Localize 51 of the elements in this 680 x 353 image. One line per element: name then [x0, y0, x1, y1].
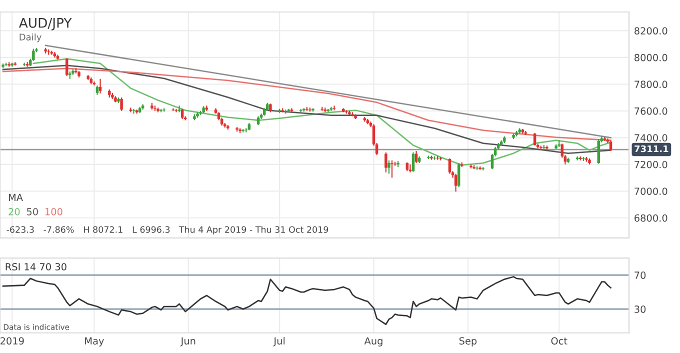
candlestick: [533, 132, 536, 146]
annotation: L 6996.3: [132, 226, 170, 233]
candlestick: [96, 84, 99, 96]
y-tick-label: 7000.0: [634, 188, 668, 195]
line-series: [32, 58, 612, 166]
x-tick-label: May: [85, 337, 104, 346]
candlestick: [180, 108, 184, 120]
candlestick: [457, 162, 460, 188]
annotation: H 8072.1: [84, 226, 122, 233]
y-tick-label: 7400.0: [634, 134, 668, 142]
candlestick: [120, 97, 123, 112]
text: Daily: [20, 33, 42, 42]
text: 50: [26, 208, 38, 216]
text: 100: [45, 208, 62, 216]
series-label: RSI 14 70 30: [6, 263, 66, 270]
x-tick-label: Oct: [551, 337, 568, 345]
annotation: Thu 4 Apr 2019 - Thu 31 Oct 2019: [178, 226, 328, 235]
candlestick: [388, 160, 390, 174]
x-tick-label: 2019: [0, 337, 24, 345]
line-series: [2, 64, 612, 154]
x-tick-label: Sep: [459, 337, 477, 346]
y-tick-label: 30: [634, 306, 646, 313]
y-tick-label: 7600.0: [634, 107, 668, 115]
line-series: [2, 68, 612, 142]
y-tick-label: 70: [634, 272, 646, 279]
annotation: -623.3: [6, 226, 34, 233]
candlestick: [408, 164, 412, 173]
candlestick: [597, 138, 600, 164]
x-tick-label: Jun: [180, 337, 196, 346]
text: 20: [8, 208, 20, 216]
candlestick: [98, 78, 102, 94]
candlestick: [414, 150, 418, 164]
y-tick-label: 6800.0: [634, 214, 668, 222]
candlestick: [178, 105, 181, 113]
x-tick-label: Aug: [364, 337, 382, 346]
candlestick: [448, 158, 452, 174]
y-tick-label: 8200.0: [634, 27, 668, 35]
candlestick: [384, 152, 388, 173]
line-series: [2, 276, 612, 326]
candlestick: [65, 58, 68, 77]
annotation: -7.86%: [44, 226, 74, 233]
ref-line-label: 7311.1: [634, 145, 668, 152]
candlestick: [412, 152, 415, 172]
y-tick-label: 8000.0: [634, 54, 668, 62]
legend-title: MA: [8, 194, 23, 201]
x-tick-label: Jul: [273, 337, 285, 346]
y-tick-label: 7200.0: [634, 160, 668, 168]
y-tick-label: 7800.0: [634, 80, 668, 88]
candlestick: [454, 173, 458, 192]
chart-title: AUD/JPY: [18, 18, 72, 30]
candlestick: [609, 140, 612, 152]
